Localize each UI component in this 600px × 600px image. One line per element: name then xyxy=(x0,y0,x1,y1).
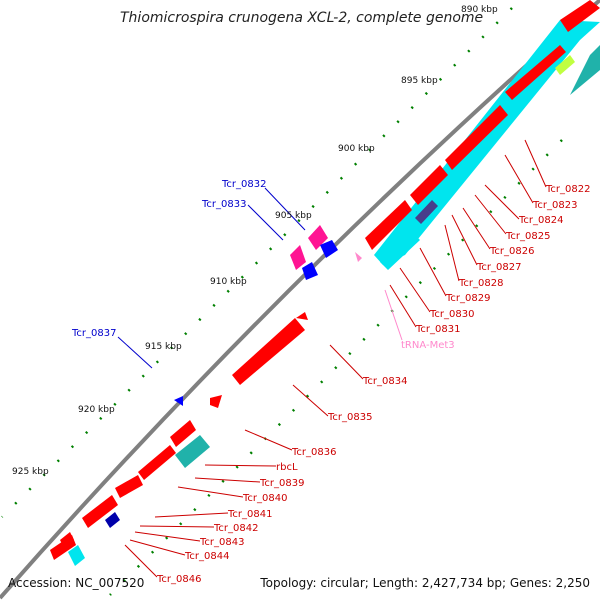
tick-labels: 890 kbp 895 kbp 900 kbp 905 kbp 910 kbp … xyxy=(12,5,498,477)
gene-label: Tcr_0835 xyxy=(327,412,372,423)
summary-label: Topology: circular; Length: 2,427,734 bp… xyxy=(260,576,590,590)
gene-label: Tcr_0846 xyxy=(156,574,201,585)
gene-label: Tcr_0836 xyxy=(291,447,336,458)
gene-label: Tcr_0843 xyxy=(199,537,244,548)
gene-label: Tcr_0822 xyxy=(545,184,590,195)
tick-label: 925 kbp xyxy=(12,467,49,477)
gene-label: Tcr_0840 xyxy=(242,493,287,504)
gene-label: Tcr_0827 xyxy=(476,262,521,273)
gene-label: rbcL xyxy=(276,462,298,473)
tick-label: 910 kbp xyxy=(210,277,247,287)
gene-label: Tcr_0833 xyxy=(201,199,246,210)
gene-label: Tcr_0826 xyxy=(489,246,534,257)
cyan-track xyxy=(68,20,600,566)
tick-label: 890 kbp xyxy=(461,5,498,15)
gene-label: Tcr_0844 xyxy=(184,551,229,562)
gene-label: Tcr_0842 xyxy=(213,523,258,534)
gene-label: Tcr_0839 xyxy=(259,478,304,489)
tick-label: 895 kbp xyxy=(401,76,438,86)
tick-label: 905 kbp xyxy=(275,211,312,221)
gene-label: Tcr_0825 xyxy=(505,231,550,242)
gene-label: Tcr_0829 xyxy=(445,293,490,304)
leader-line-trna xyxy=(384,289,403,341)
reverse-cds xyxy=(105,225,362,528)
gene-label: Tcr_0831 xyxy=(415,324,460,335)
accession-label: Accession: NC_007520 xyxy=(8,576,145,590)
gene-label: Tcr_0841 xyxy=(227,509,272,520)
trna-label: tRNA-Met3 xyxy=(401,340,455,351)
gene-labels-left: Tcr_0832 Tcr_0833 Tcr_0837 xyxy=(71,179,266,339)
gene-label: Tcr_0834 xyxy=(362,376,407,387)
map-title: Thiomicrospira crunogena XCL-2, complete… xyxy=(120,10,484,26)
inner-dotted-ring xyxy=(109,139,563,596)
gene-label: Tcr_0824 xyxy=(518,215,563,226)
leader-lines xyxy=(124,139,547,578)
tick-label: 900 kbp xyxy=(338,144,375,154)
tick-label: 920 kbp xyxy=(78,405,115,415)
gene-label: Tcr_0830 xyxy=(429,309,474,320)
tick-label: 915 kbp xyxy=(145,342,182,352)
forward-cds xyxy=(50,0,600,560)
outer-dotted-ring xyxy=(1,7,513,518)
gene-labels-right: Tcr_0822 Tcr_0823 Tcr_0824 Tcr_0825 Tcr_… xyxy=(156,184,590,585)
leader-lines-blue xyxy=(117,187,306,369)
gene-label: Tcr_0828 xyxy=(458,278,503,289)
gene-label: Tcr_0823 xyxy=(532,200,577,211)
gene-label: Tcr_0832 xyxy=(221,179,266,190)
gene-label: Tcr_0837 xyxy=(71,328,116,339)
